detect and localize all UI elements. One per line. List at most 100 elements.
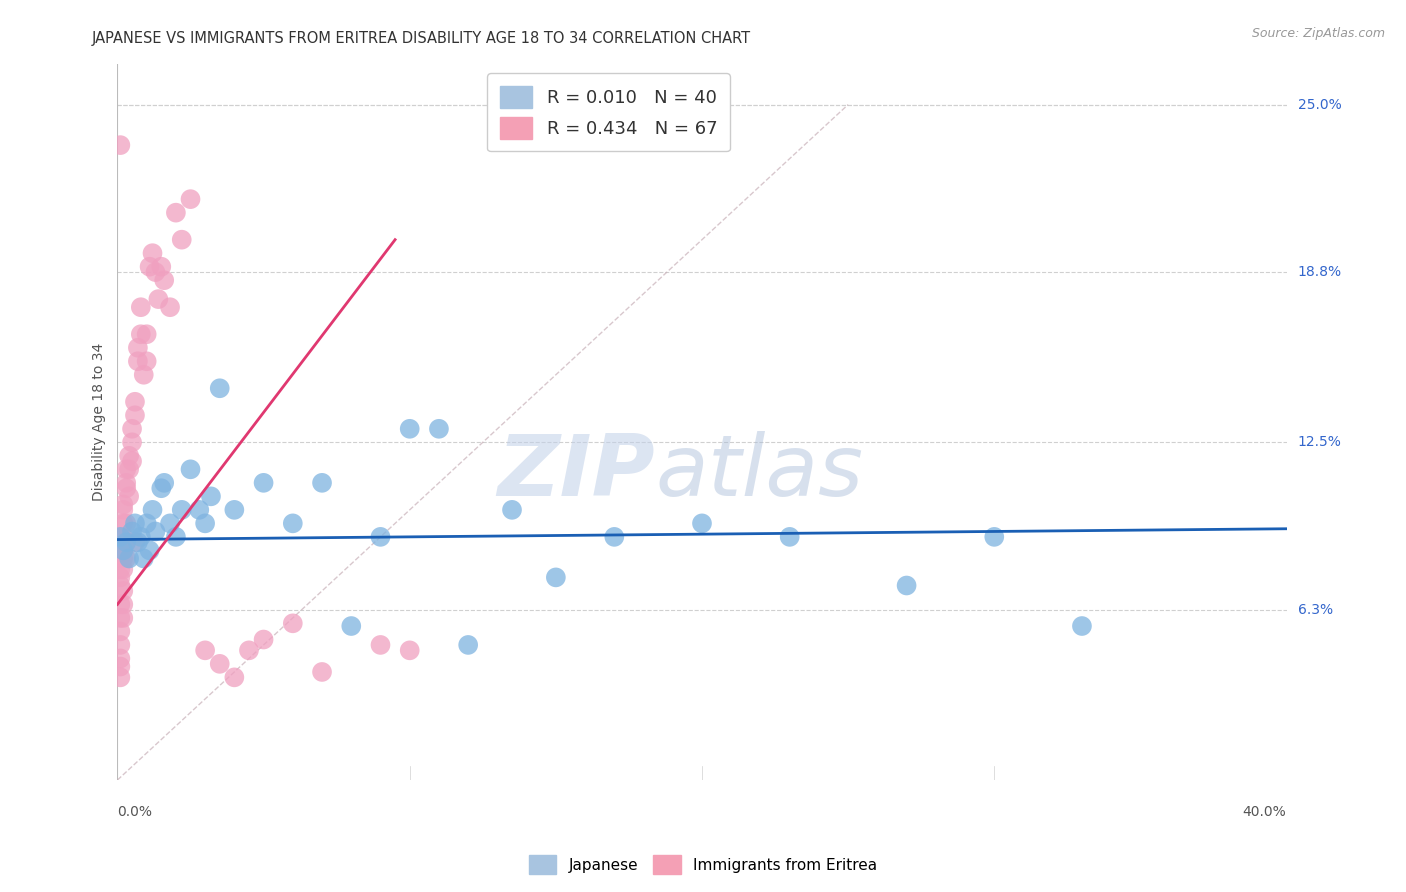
Point bbox=[311, 665, 333, 679]
Point bbox=[112, 598, 135, 612]
Point bbox=[150, 260, 173, 274]
Text: 0.0%: 0.0% bbox=[118, 805, 152, 819]
Point bbox=[141, 503, 163, 517]
Point bbox=[896, 578, 918, 592]
Text: ZIP: ZIP bbox=[498, 431, 655, 514]
Point bbox=[121, 524, 143, 539]
Point bbox=[112, 543, 135, 558]
Point bbox=[138, 543, 160, 558]
Point bbox=[115, 535, 138, 549]
Point bbox=[194, 516, 217, 531]
Point bbox=[165, 205, 187, 219]
Legend: R = 0.010   N = 40, R = 0.434   N = 67: R = 0.010 N = 40, R = 0.434 N = 67 bbox=[486, 73, 730, 152]
Point bbox=[112, 535, 135, 549]
Point bbox=[129, 327, 152, 342]
Point bbox=[110, 651, 132, 665]
Text: Source: ZipAtlas.com: Source: ZipAtlas.com bbox=[1251, 27, 1385, 40]
Point bbox=[159, 516, 181, 531]
Point bbox=[112, 562, 135, 576]
Point bbox=[135, 327, 157, 342]
Point bbox=[121, 454, 143, 468]
Point bbox=[238, 643, 260, 657]
Point bbox=[112, 498, 135, 512]
Point bbox=[179, 462, 201, 476]
Point bbox=[112, 543, 135, 558]
Point bbox=[115, 551, 138, 566]
Point bbox=[179, 192, 201, 206]
Point bbox=[110, 659, 132, 673]
Point bbox=[501, 503, 523, 517]
Point bbox=[118, 462, 141, 476]
Point bbox=[129, 530, 152, 544]
Point bbox=[121, 435, 143, 450]
Point bbox=[224, 670, 246, 684]
Point bbox=[112, 551, 135, 566]
Point bbox=[121, 422, 143, 436]
Point bbox=[145, 524, 167, 539]
Point bbox=[457, 638, 479, 652]
Point bbox=[398, 643, 420, 657]
Point bbox=[112, 530, 135, 544]
Point bbox=[188, 503, 211, 517]
Point bbox=[115, 481, 138, 495]
Point bbox=[252, 632, 274, 647]
Point bbox=[129, 300, 152, 314]
Text: 6.3%: 6.3% bbox=[1298, 603, 1333, 616]
Point bbox=[370, 530, 392, 544]
Point bbox=[148, 292, 170, 306]
Point bbox=[252, 475, 274, 490]
Point bbox=[110, 570, 132, 584]
Point bbox=[110, 551, 132, 566]
Point bbox=[110, 530, 132, 544]
Point bbox=[281, 616, 304, 631]
Point bbox=[124, 409, 146, 423]
Text: JAPANESE VS IMMIGRANTS FROM ERITREA DISABILITY AGE 18 TO 34 CORRELATION CHART: JAPANESE VS IMMIGRANTS FROM ERITREA DISA… bbox=[91, 31, 751, 46]
Point bbox=[110, 578, 132, 592]
Point bbox=[115, 475, 138, 490]
Point bbox=[110, 138, 132, 153]
Point bbox=[153, 273, 176, 287]
Point bbox=[311, 475, 333, 490]
Point bbox=[110, 598, 132, 612]
Point bbox=[118, 449, 141, 463]
Text: 18.8%: 18.8% bbox=[1298, 265, 1341, 279]
Point bbox=[110, 624, 132, 639]
Legend: Japanese, Immigrants from Eritrea: Japanese, Immigrants from Eritrea bbox=[523, 849, 883, 880]
Point bbox=[127, 341, 149, 355]
Point bbox=[110, 611, 132, 625]
Point bbox=[115, 462, 138, 476]
Point bbox=[135, 354, 157, 368]
Text: 12.5%: 12.5% bbox=[1298, 435, 1341, 450]
Point bbox=[398, 422, 420, 436]
Text: atlas: atlas bbox=[655, 431, 863, 514]
Point bbox=[165, 530, 187, 544]
Point bbox=[141, 246, 163, 260]
Point bbox=[779, 530, 801, 544]
Point bbox=[200, 489, 222, 503]
Point bbox=[110, 638, 132, 652]
Point bbox=[118, 551, 141, 566]
Point bbox=[194, 643, 217, 657]
Y-axis label: Disability Age 18 to 34: Disability Age 18 to 34 bbox=[93, 343, 107, 501]
Point bbox=[112, 516, 135, 531]
Point bbox=[110, 543, 132, 558]
Point bbox=[159, 300, 181, 314]
Point bbox=[224, 503, 246, 517]
Point bbox=[115, 535, 138, 549]
Point bbox=[112, 503, 135, 517]
Point bbox=[138, 260, 160, 274]
Text: 25.0%: 25.0% bbox=[1298, 97, 1341, 112]
Point bbox=[112, 583, 135, 598]
Point bbox=[170, 233, 193, 247]
Point bbox=[124, 535, 146, 549]
Text: 40.0%: 40.0% bbox=[1243, 805, 1286, 819]
Point bbox=[110, 670, 132, 684]
Point bbox=[153, 475, 176, 490]
Point bbox=[603, 530, 626, 544]
Point bbox=[127, 354, 149, 368]
Point bbox=[110, 562, 132, 576]
Point bbox=[690, 516, 713, 531]
Point bbox=[135, 516, 157, 531]
Point bbox=[208, 657, 231, 671]
Point bbox=[150, 481, 173, 495]
